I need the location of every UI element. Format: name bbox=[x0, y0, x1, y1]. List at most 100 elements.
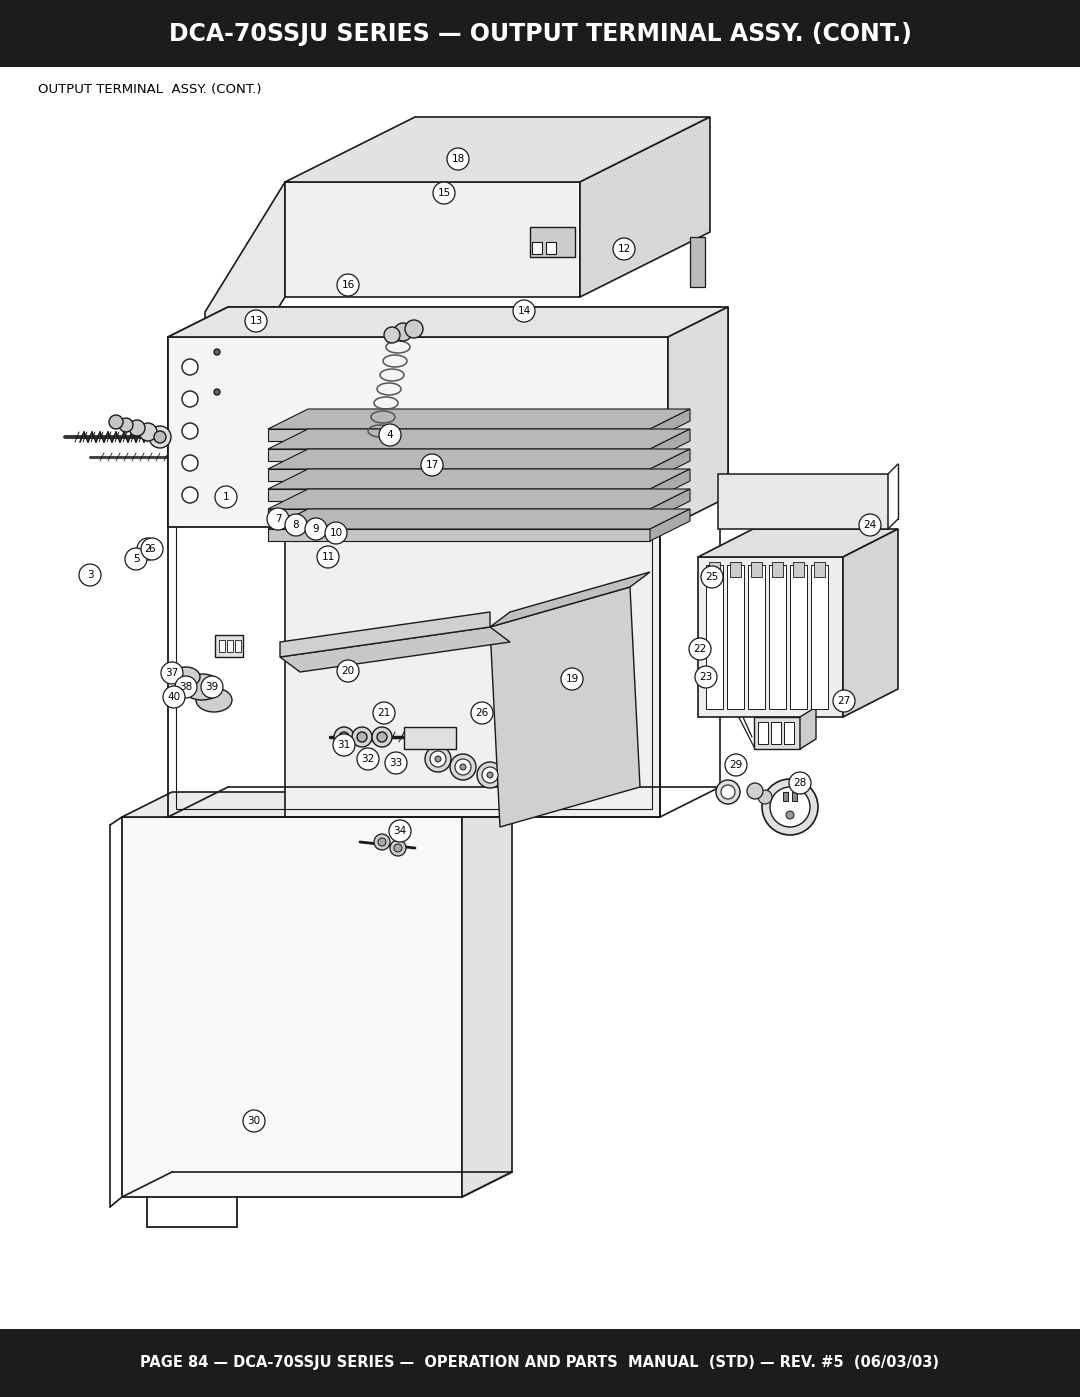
Circle shape bbox=[482, 767, 498, 782]
Text: 23: 23 bbox=[700, 672, 713, 682]
Circle shape bbox=[201, 676, 222, 698]
Bar bbox=[751, 562, 762, 577]
Text: 5: 5 bbox=[133, 555, 139, 564]
Text: 28: 28 bbox=[794, 778, 807, 788]
Text: 10: 10 bbox=[329, 528, 342, 538]
Circle shape bbox=[859, 514, 881, 536]
Bar bbox=[730, 562, 741, 577]
Circle shape bbox=[357, 747, 379, 770]
Circle shape bbox=[394, 844, 402, 852]
Bar bbox=[404, 726, 456, 749]
Text: 9: 9 bbox=[313, 524, 320, 534]
Bar bbox=[708, 562, 720, 577]
Text: 18: 18 bbox=[451, 154, 464, 163]
Polygon shape bbox=[122, 792, 512, 817]
Polygon shape bbox=[168, 337, 669, 527]
Polygon shape bbox=[800, 707, 816, 749]
Circle shape bbox=[243, 1111, 265, 1132]
Bar bbox=[771, 722, 781, 745]
Bar bbox=[227, 640, 233, 652]
Text: 40: 40 bbox=[167, 692, 180, 703]
Text: 21: 21 bbox=[377, 708, 391, 718]
Bar bbox=[219, 640, 225, 652]
Ellipse shape bbox=[183, 673, 222, 700]
Bar bbox=[811, 564, 828, 710]
Text: 25: 25 bbox=[705, 571, 718, 583]
Text: 19: 19 bbox=[565, 673, 579, 685]
Circle shape bbox=[701, 566, 723, 588]
Text: 31: 31 bbox=[337, 740, 351, 750]
Circle shape bbox=[333, 733, 355, 756]
Circle shape bbox=[770, 787, 810, 827]
Circle shape bbox=[689, 638, 711, 659]
Circle shape bbox=[325, 522, 347, 543]
Bar bbox=[758, 722, 768, 745]
Circle shape bbox=[183, 488, 198, 503]
Polygon shape bbox=[843, 529, 897, 717]
Text: 34: 34 bbox=[393, 826, 407, 835]
Polygon shape bbox=[268, 529, 650, 541]
Circle shape bbox=[267, 509, 289, 529]
Circle shape bbox=[139, 423, 157, 441]
Text: 14: 14 bbox=[517, 306, 530, 316]
Circle shape bbox=[762, 780, 818, 835]
Circle shape bbox=[305, 518, 327, 541]
Circle shape bbox=[352, 726, 372, 747]
Circle shape bbox=[725, 754, 747, 775]
Polygon shape bbox=[268, 429, 650, 441]
Bar bbox=[783, 792, 788, 800]
Text: 33: 33 bbox=[390, 759, 403, 768]
Text: 4: 4 bbox=[387, 430, 393, 440]
Bar bbox=[235, 640, 241, 652]
Circle shape bbox=[161, 662, 183, 685]
Circle shape bbox=[109, 415, 123, 429]
Circle shape bbox=[129, 420, 145, 436]
Circle shape bbox=[384, 752, 407, 774]
Text: 24: 24 bbox=[863, 520, 877, 529]
Bar bbox=[748, 564, 765, 710]
Bar bbox=[530, 226, 575, 257]
Circle shape bbox=[405, 320, 423, 338]
Circle shape bbox=[430, 752, 446, 767]
Circle shape bbox=[285, 514, 307, 536]
Bar bbox=[532, 242, 542, 254]
Text: 8: 8 bbox=[293, 520, 299, 529]
Bar bbox=[784, 722, 794, 745]
Bar bbox=[0, 1329, 1080, 1397]
Circle shape bbox=[384, 327, 400, 344]
Polygon shape bbox=[268, 469, 650, 481]
Circle shape bbox=[79, 564, 102, 585]
Circle shape bbox=[450, 754, 476, 780]
Circle shape bbox=[245, 310, 267, 332]
Polygon shape bbox=[285, 117, 710, 182]
Polygon shape bbox=[268, 429, 690, 448]
Circle shape bbox=[389, 820, 411, 842]
Circle shape bbox=[447, 148, 469, 170]
Polygon shape bbox=[669, 307, 728, 527]
Bar bbox=[727, 564, 744, 710]
Circle shape bbox=[125, 548, 147, 570]
Circle shape bbox=[175, 676, 197, 698]
Circle shape bbox=[696, 666, 717, 687]
Polygon shape bbox=[280, 627, 510, 672]
Circle shape bbox=[318, 546, 339, 569]
Circle shape bbox=[183, 423, 198, 439]
Circle shape bbox=[487, 773, 492, 778]
Bar bbox=[546, 242, 556, 254]
Polygon shape bbox=[268, 409, 690, 429]
Bar bbox=[793, 562, 804, 577]
Text: 15: 15 bbox=[437, 189, 450, 198]
Polygon shape bbox=[285, 337, 660, 817]
Circle shape bbox=[394, 323, 411, 341]
Circle shape bbox=[374, 834, 390, 849]
Circle shape bbox=[337, 659, 359, 682]
Bar bbox=[215, 636, 243, 657]
Circle shape bbox=[334, 726, 354, 747]
Bar bbox=[706, 564, 723, 710]
Circle shape bbox=[786, 812, 794, 819]
Polygon shape bbox=[205, 182, 285, 427]
Polygon shape bbox=[268, 489, 650, 502]
Polygon shape bbox=[268, 469, 690, 489]
Bar bbox=[789, 564, 807, 710]
Text: 11: 11 bbox=[322, 552, 335, 562]
